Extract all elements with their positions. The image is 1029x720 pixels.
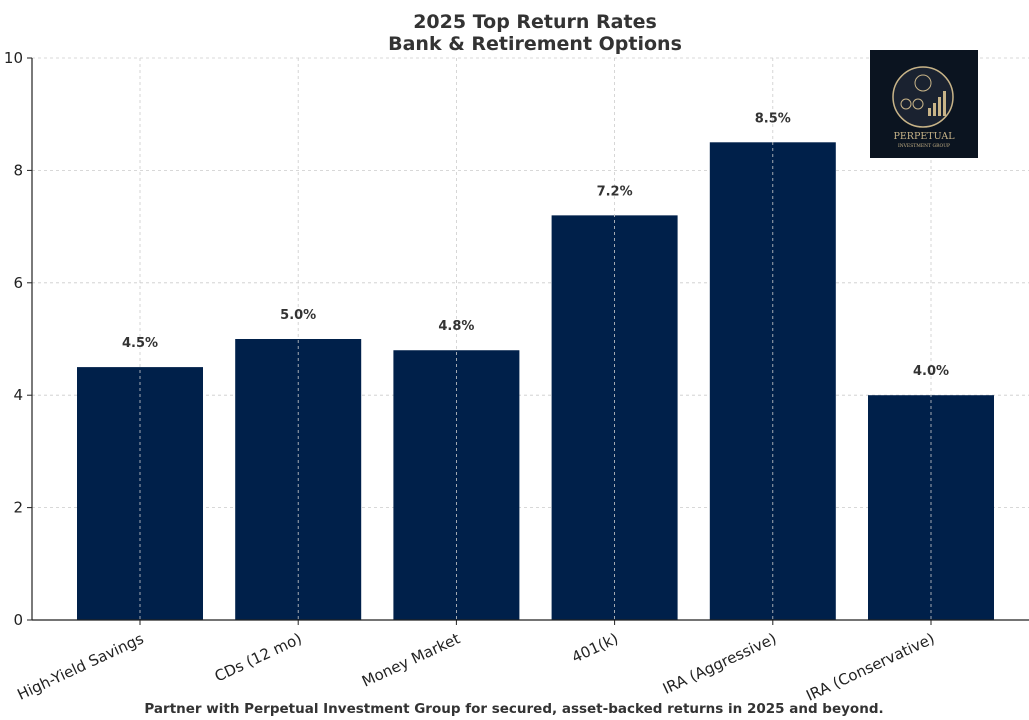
data-label: 8.5%	[755, 111, 791, 126]
logo-growth-bars-icon	[928, 91, 946, 116]
data-labels: 4.5% 5.0% 4.8% 7.2% 8.5% 4.0%	[122, 111, 949, 379]
grid-vertical	[139, 58, 932, 620]
chart-title-line-2: Bank & Retirement Options	[388, 33, 682, 55]
y-tick-label: 6	[13, 274, 23, 292]
bar	[77, 367, 203, 620]
y-tick-label: 0	[13, 611, 23, 629]
x-tick-label: IRA (Conservative)	[803, 629, 937, 704]
perpetual-logo: PERPETUAL INVESTMENT GROUP	[870, 50, 978, 158]
x-tick-label: Money Market	[359, 629, 463, 690]
y-tick-label: 10	[4, 49, 23, 67]
x-tick-label: High-Yield Savings	[14, 629, 146, 703]
footer-note: Partner with Perpetual Investment Group …	[144, 701, 883, 717]
data-label: 7.2%	[597, 184, 633, 199]
axes	[27, 57, 1029, 625]
logo-name: PERPETUAL	[893, 131, 955, 142]
y-tick-labels: 0 2 4 6 8 10	[4, 49, 23, 629]
x-tick-label: IRA (Aggressive)	[660, 629, 779, 697]
bars	[77, 142, 994, 621]
logo-gear-icon	[912, 98, 924, 110]
x-tick-label: 401(k)	[569, 629, 621, 666]
y-tick-label: 4	[13, 386, 23, 404]
y-tick-label: 8	[13, 161, 23, 179]
logo-clock-icon	[914, 74, 932, 92]
data-label: 4.5%	[122, 336, 158, 351]
x-tick-labels: High-Yield Savings CDs (12 mo) Money Marke…	[14, 629, 937, 704]
bar	[709, 142, 836, 621]
data-label: 4.0%	[913, 364, 949, 379]
logo-coin-icon	[900, 98, 912, 110]
data-label: 5.0%	[280, 308, 316, 323]
data-label: 4.8%	[438, 319, 474, 334]
logo-tagline: INVESTMENT GROUP	[898, 143, 950, 149]
x-tick-label: CDs (12 mo)	[212, 629, 305, 685]
chart-title-line-1: 2025 Top Return Rates	[413, 11, 657, 33]
y-tick-label: 2	[13, 499, 23, 517]
